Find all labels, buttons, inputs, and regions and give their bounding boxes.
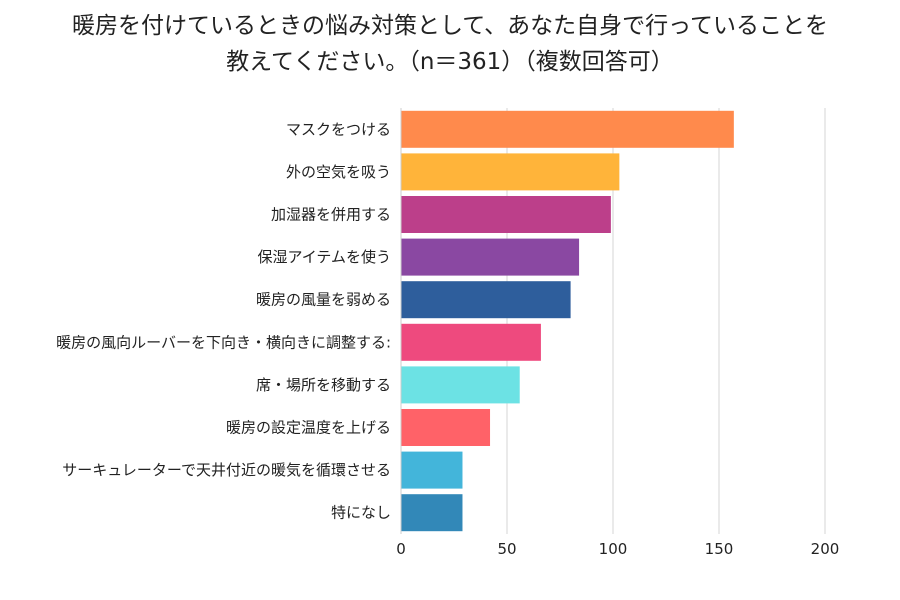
chart-title-line-1: 暖房を付けているときの悩み対策として、あなた自身で行っていることを <box>71 13 828 39</box>
x-tick-label-200: 200 <box>811 540 840 558</box>
bar-3 <box>401 238 580 276</box>
bar-8 <box>401 451 463 489</box>
bar-5 <box>401 323 541 361</box>
category-label-2: 加湿器を併用する <box>271 206 391 224</box>
bar-0 <box>401 110 734 148</box>
category-label-7: 暖房の設定温度を上げる <box>226 419 391 437</box>
category-label-9: 特になし <box>331 504 391 522</box>
chart-title-line-2: 教えてください。（n＝361）（複数回答可） <box>226 49 674 75</box>
x-tick-label-100: 100 <box>599 540 628 558</box>
x-tick-label-150: 150 <box>705 540 734 558</box>
x-tick-label-50: 50 <box>497 540 516 558</box>
x-tick-label-0: 0 <box>396 540 406 558</box>
category-label-8: サーキュレーターで天井付近の暖気を循環させる <box>62 461 391 479</box>
bar-2 <box>401 196 611 233</box>
bar-6 <box>401 366 520 404</box>
bar-9 <box>401 494 463 532</box>
chart-title: 暖房を付けているときの悩み対策として、あなた自身で行っていることを 教えてくださ… <box>0 8 900 80</box>
category-label-6: 席・場所を移動する <box>256 376 391 394</box>
category-label-1: 外の空気を吸う <box>286 163 391 181</box>
bar-4 <box>401 281 571 319</box>
category-label-0: マスクをつける <box>286 120 391 138</box>
category-label-4: 暖房の風量を弱める <box>256 291 391 309</box>
bar-7 <box>401 409 491 446</box>
bar-1 <box>401 153 620 191</box>
category-label-3: 保湿アイテムを使う <box>257 248 391 266</box>
category-label-5: 暖房の風向ルーバーを下向き・横向きに調整する: <box>56 333 391 351</box>
